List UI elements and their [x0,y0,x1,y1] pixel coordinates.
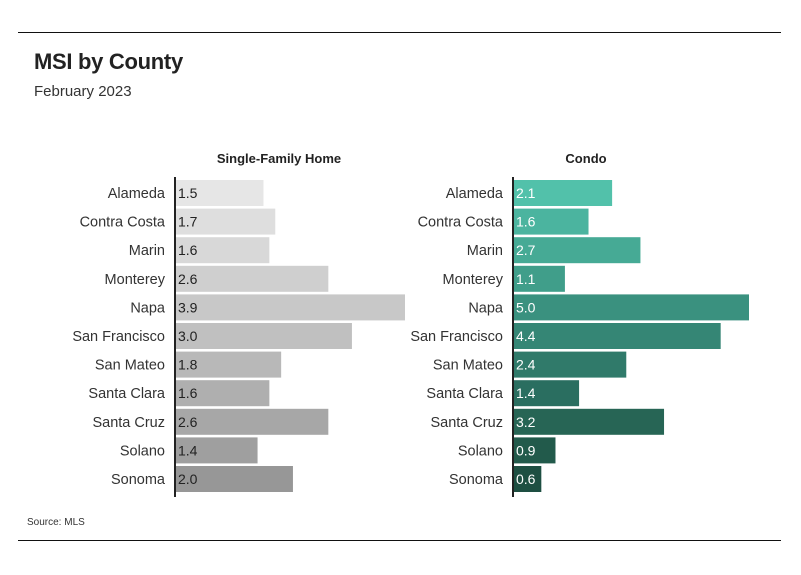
sfh-bar [175,408,329,435]
sfh-data-label: 3.0 [178,328,198,344]
condo-category-label: San Mateo [433,358,503,374]
sfh-category-label: Santa Cruz [92,415,165,431]
sfh-data-label: 1.4 [178,442,198,458]
sfh-category-label: Napa [130,300,166,316]
condo-data-label: 1.4 [516,385,536,401]
condo-bar [513,437,556,464]
condo-data-label: 2.4 [516,357,536,373]
sfh-data-label: 2.6 [178,271,198,287]
condo-data-label: 5.0 [516,299,536,315]
condo-bar [513,208,589,235]
sfh-data-label: 2.6 [178,414,198,430]
condo-data-label: 1.6 [516,214,536,230]
sfh-category-label: Sonoma [111,472,166,488]
sfh-category-label: Solano [120,443,165,459]
condo-bar [513,351,627,378]
condo-category-label: Santa Clara [426,386,504,402]
chart-subtitle: February 2023 [34,83,132,100]
condo-data-label: 3.2 [516,414,536,430]
sfh-category-label: San Mateo [95,358,165,374]
condo-category-label: Alameda [446,186,504,202]
sfh-bar [175,437,258,464]
sfh-bar [175,351,282,378]
sfh-bar [175,237,270,264]
condo-panel-title: Condo [565,151,606,166]
sfh-bar [175,323,352,349]
sfh-panel-title: Single-Family Home [217,151,341,166]
condo-data-label: 0.6 [516,471,536,487]
condo-bar [513,408,665,435]
condo-category-label: Santa Cruz [430,415,503,431]
condo-data-label: 4.4 [516,328,536,344]
sfh-category-label: Alameda [108,186,166,202]
sfh-data-label: 3.9 [178,299,198,315]
condo-category-label: San Francisco [410,329,503,345]
condo-bar [513,466,542,492]
sfh-data-label: 1.7 [178,214,198,230]
sfh-bar [175,208,276,235]
sfh-category-label: Contra Costa [80,215,166,231]
sfh-category-label: Santa Clara [88,386,166,402]
sfh-data-label: 1.6 [178,385,198,401]
sfh-category-label: Monterey [105,272,166,288]
condo-bar [513,237,641,264]
condo-category-label: Monterey [443,272,504,288]
sfh-bar [175,294,405,321]
sfh-category-label: San Francisco [72,329,165,345]
condo-category-label: Contra Costa [418,215,504,231]
top-rule [18,32,781,33]
bottom-rule [18,540,781,541]
condo-data-label: 1.1 [516,271,536,287]
condo-data-label: 2.1 [516,185,536,201]
condo-category-label: Marin [467,243,503,259]
sfh-category-label: Marin [129,243,165,259]
condo-category-label: Sonoma [449,472,504,488]
sfh-bar [175,466,293,492]
condo-bar [513,265,565,292]
sfh-data-label: 2.0 [178,471,198,487]
sfh-bar [175,380,270,407]
condo-bar [513,180,613,206]
condo-bar [513,323,721,349]
chart-title: MSI by County [34,49,183,74]
condo-category-label: Solano [458,443,503,459]
condo-data-label: 0.9 [516,442,536,458]
sfh-bar [175,265,329,292]
condo-bar [513,380,580,407]
source-note: Source: MLS [27,517,85,528]
condo-category-label: Napa [468,300,504,316]
condo-data-label: 2.7 [516,242,536,258]
sfh-data-label: 1.6 [178,242,198,258]
sfh-data-label: 1.8 [178,357,198,373]
sfh-bar [175,180,264,206]
condo-bar [513,294,749,321]
sfh-data-label: 1.5 [178,185,198,201]
